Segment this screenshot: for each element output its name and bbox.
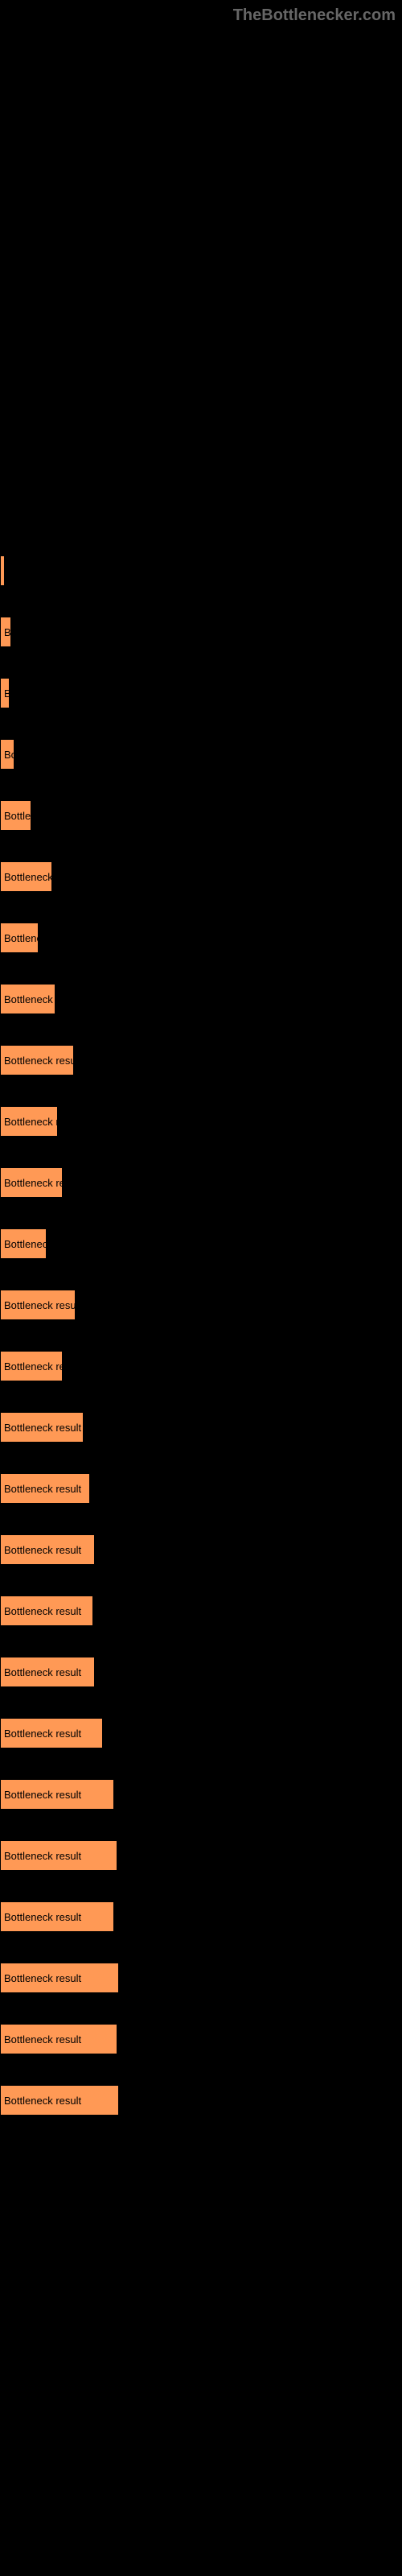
- bar-row: Bottleneck result: [0, 2024, 402, 2054]
- bar-row: Bottleneck result: [0, 1045, 402, 1075]
- chart-bar: Bottleneck result: [0, 1963, 119, 1993]
- chart-bar: B: [0, 617, 11, 647]
- chart-bar: Bottleneck result: [0, 1473, 90, 1504]
- bar-row: Bottleneck r: [0, 861, 402, 892]
- bar-row: Bottlen: [0, 800, 402, 831]
- bar-row: Bottleneck res: [0, 1167, 402, 1198]
- bar-row: B: [0, 678, 402, 708]
- chart-bar: Bottleneck result: [0, 1901, 114, 1932]
- bar-row: Bottleneck result: [0, 1473, 402, 1504]
- chart-bar: Bottleneck re: [0, 1106, 58, 1137]
- bar-row: Bottleneck re: [0, 1106, 402, 1137]
- bar-row: Bottleneck result: [0, 1779, 402, 1810]
- chart-bar: Bottleneck res: [0, 1167, 63, 1198]
- chart-bar: Bo: [0, 739, 14, 770]
- bar-row: Bottleneck: [0, 1228, 402, 1259]
- bar-row: Bottleneck result: [0, 1534, 402, 1565]
- chart-bar: Bottleneck result: [0, 1534, 95, 1565]
- bar-row: Bo: [0, 739, 402, 770]
- chart-bar: Bottleneck result: [0, 2024, 117, 2054]
- bar-row: [0, 555, 402, 586]
- watermark-text: TheBottlenecker.com: [233, 6, 396, 25]
- chart-bar: Bottleneck result: [0, 1718, 103, 1748]
- bar-row: Bottleneck re: [0, 984, 402, 1014]
- chart-bar: Bottleneck result: [0, 1779, 114, 1810]
- bar-row: Bottleneck result: [0, 1718, 402, 1748]
- bar-row: Bottleneck result: [0, 1963, 402, 1993]
- bar-row: Bottleneck result: [0, 1290, 402, 1320]
- chart-bar: Bottleneck result: [0, 2085, 119, 2116]
- bar-row: Bottleneck result: [0, 1657, 402, 1687]
- chart-bar: Bottleneck result: [0, 1596, 93, 1626]
- chart-bar: Bottleneck res: [0, 1351, 63, 1381]
- chart-bar: Bottleneck result: [0, 1412, 84, 1443]
- chart-bar: B: [0, 678, 10, 708]
- chart-bar: Bottleneck: [0, 1228, 47, 1259]
- chart-bar: Bottleneck result: [0, 1290, 76, 1320]
- bar-row: Bottleneck result: [0, 2085, 402, 2116]
- bar-row: Bottleneck result: [0, 1412, 402, 1443]
- bar-chart: B B Bo Bottlen Bottleneck r Bottlene Bottlenec…: [0, 0, 402, 2116]
- chart-bar: Bottleneck result: [0, 1657, 95, 1687]
- chart-bar: Bottleneck result: [0, 1840, 117, 1871]
- chart-bar: [0, 555, 5, 586]
- chart-bar: Bottleneck result: [0, 1045, 74, 1075]
- chart-bar: Bottleneck r: [0, 861, 52, 892]
- bar-row: Bottlene: [0, 923, 402, 953]
- bar-row: Bottleneck result: [0, 1840, 402, 1871]
- bar-row: Bottleneck result: [0, 1596, 402, 1626]
- bar-row: B: [0, 617, 402, 647]
- bar-row: Bottleneck res: [0, 1351, 402, 1381]
- bar-row: Bottleneck result: [0, 1901, 402, 1932]
- chart-bar: Bottlen: [0, 800, 31, 831]
- chart-bar: Bottleneck re: [0, 984, 55, 1014]
- chart-bar: Bottlene: [0, 923, 39, 953]
